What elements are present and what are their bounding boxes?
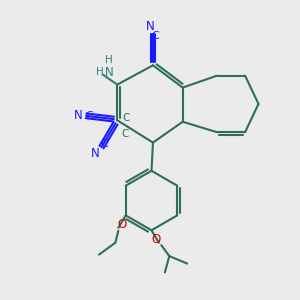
Text: C: C: [122, 113, 129, 123]
Text: C: C: [85, 111, 93, 121]
Text: N: N: [105, 66, 113, 79]
Text: H: H: [96, 67, 104, 77]
Text: O: O: [151, 233, 160, 246]
Text: O: O: [118, 218, 127, 231]
Text: C: C: [121, 129, 128, 139]
Text: N: N: [91, 147, 99, 160]
Text: C: C: [100, 139, 108, 149]
Text: N: N: [146, 20, 155, 33]
Text: H: H: [105, 55, 112, 64]
Text: N: N: [74, 109, 82, 122]
Text: C: C: [152, 31, 159, 40]
